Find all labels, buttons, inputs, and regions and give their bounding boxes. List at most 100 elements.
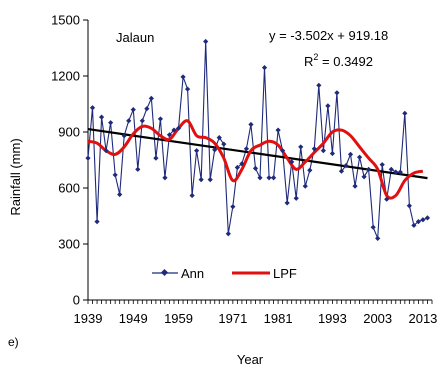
legend-ann-label: Ann [181, 266, 204, 281]
x-tick-label: 1981 [264, 311, 293, 326]
data-point [420, 217, 426, 223]
data-point [148, 95, 154, 101]
r-squared-exponent: 2 [313, 52, 318, 62]
data-point [388, 166, 394, 172]
data-point [270, 175, 277, 181]
data-point [194, 148, 200, 154]
data-point [166, 132, 173, 138]
data-point [257, 175, 263, 181]
data-point [234, 164, 240, 171]
data-point [126, 118, 132, 124]
y-tick-label: 300 [58, 237, 80, 252]
data-point [203, 38, 209, 45]
data-point [239, 161, 245, 167]
data-point [424, 215, 431, 221]
data-point [103, 148, 109, 154]
series-trend-line [87, 127, 428, 180]
data-point [117, 191, 123, 198]
data-point [139, 118, 145, 124]
data-point [121, 133, 127, 139]
r-squared-value: = 0.3492 [318, 54, 373, 69]
trend-equation: y = -3.502x + 919.18 [269, 28, 388, 43]
data-point [135, 166, 141, 172]
series-lpf-line [87, 119, 424, 200]
data-point [343, 163, 349, 169]
y-tick-label: 0 [73, 293, 80, 308]
station-label: Jalaun [116, 30, 154, 45]
data-point [352, 183, 358, 189]
series-ann-line [87, 41, 428, 239]
data-point [384, 196, 390, 202]
tick-layer [83, 19, 433, 304]
legend-lpf-label: LPF [273, 266, 297, 281]
data-point [184, 86, 191, 92]
data-point [225, 231, 231, 237]
data-point [397, 169, 403, 175]
data-point [207, 177, 213, 183]
data-point [289, 159, 295, 165]
x-tick-label: 1959 [164, 311, 193, 326]
label-layer: 0 300 600 900 1200 1500 1939 1949 1959 1971 1981 19… [51, 13, 437, 327]
data-point [189, 192, 195, 199]
data-point [375, 235, 381, 241]
data-point [284, 200, 290, 206]
data-point [153, 155, 159, 161]
data-point [248, 121, 254, 128]
data-point [366, 166, 372, 172]
series-layer [85, 38, 431, 241]
data-point [261, 65, 268, 71]
data-point [325, 103, 331, 109]
legend-ann-diamond-icon [160, 268, 169, 277]
data-point [221, 141, 227, 147]
data-point [393, 169, 399, 175]
data-point [212, 147, 218, 153]
data-point [162, 175, 168, 181]
data-point [307, 167, 313, 173]
data-point [411, 222, 417, 228]
y-tick-label: 1200 [51, 69, 80, 84]
y-tick-label: 900 [58, 125, 80, 140]
data-point [415, 219, 422, 225]
r-squared-prefix: R [304, 54, 313, 69]
data-point [302, 183, 308, 189]
y-tick-label: 1500 [51, 13, 80, 28]
data-point [108, 120, 114, 126]
data-point [275, 127, 281, 133]
data-point [89, 105, 96, 111]
data-point [112, 172, 118, 178]
data-point [320, 148, 326, 154]
x-tick-label: 1949 [119, 311, 148, 326]
data-point [175, 125, 182, 131]
data-point [85, 155, 91, 161]
y-tick-label: 600 [58, 181, 80, 196]
data-point [298, 144, 304, 150]
x-tick-label: 1971 [218, 311, 247, 326]
data-point [266, 175, 272, 181]
data-point [311, 146, 317, 152]
y-axis-title: Rainfall (mm) [8, 138, 23, 215]
data-point [329, 150, 336, 157]
data-point [157, 116, 164, 122]
data-point [216, 135, 222, 141]
x-tick-label: 1993 [318, 311, 347, 326]
panel-label: e) [8, 335, 19, 349]
legend: Ann LPF [152, 266, 297, 281]
data-point [180, 74, 186, 80]
data-point [130, 107, 136, 113]
data-point [293, 195, 299, 201]
x-tick-label: 2013 [408, 311, 437, 326]
data-point [370, 224, 376, 230]
data-point [338, 168, 345, 174]
r-squared-label: R2 = 0.3492 [304, 52, 373, 69]
x-tick-label: 2003 [363, 311, 392, 326]
data-point [144, 106, 150, 112]
data-point [280, 148, 286, 154]
data-point [243, 146, 250, 152]
data-point [94, 219, 100, 225]
data-point [347, 151, 354, 157]
data-point [356, 154, 363, 160]
x-axis-title: Year [237, 352, 264, 367]
data-point [98, 114, 105, 120]
